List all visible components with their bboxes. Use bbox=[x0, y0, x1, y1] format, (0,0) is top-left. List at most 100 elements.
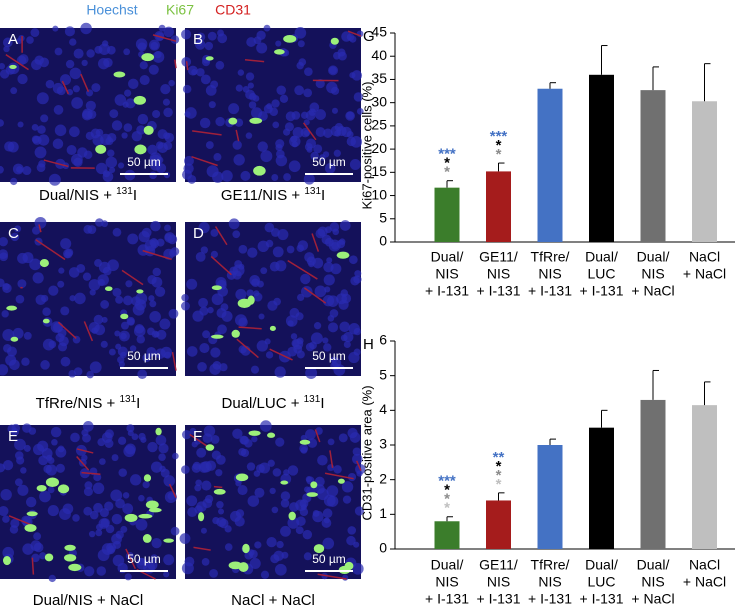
bar bbox=[692, 101, 717, 242]
nucleus bbox=[124, 89, 132, 97]
nucleus bbox=[50, 321, 63, 333]
nucleus bbox=[22, 166, 32, 176]
nucleus bbox=[272, 468, 282, 477]
nucleus bbox=[240, 170, 251, 181]
nucleus bbox=[217, 324, 227, 335]
nucleus bbox=[71, 97, 83, 109]
nucleus bbox=[163, 26, 175, 38]
nucleus bbox=[200, 527, 207, 534]
nucleus bbox=[55, 446, 67, 458]
nucleus bbox=[305, 367, 318, 379]
nucleus bbox=[163, 475, 176, 487]
nucleus bbox=[103, 57, 113, 68]
nucleus bbox=[321, 518, 332, 528]
nucleus bbox=[307, 438, 318, 448]
significance-mark: * bbox=[496, 146, 502, 163]
nucleus bbox=[202, 330, 211, 339]
nucleus bbox=[1, 310, 9, 318]
vessel bbox=[191, 155, 218, 167]
nucleus bbox=[354, 270, 362, 278]
nucleus bbox=[154, 286, 166, 297]
bar bbox=[486, 500, 511, 549]
nucleus bbox=[43, 464, 52, 474]
nucleus bbox=[47, 504, 59, 517]
nucleus bbox=[315, 127, 326, 137]
ki67-cell bbox=[249, 117, 263, 124]
nucleus bbox=[199, 343, 210, 354]
nucleus bbox=[69, 67, 82, 80]
y-axis-label: Ki67-positive cells (%) bbox=[359, 82, 374, 210]
ki67-cell bbox=[336, 251, 350, 259]
nucleus bbox=[146, 346, 157, 357]
caption-part: NaCl + NaCl bbox=[231, 592, 315, 609]
nucleus bbox=[221, 310, 233, 322]
nucleus bbox=[154, 51, 162, 59]
nucleus bbox=[258, 111, 268, 121]
nucleus bbox=[112, 554, 125, 567]
x-tick-label: + I-131 bbox=[528, 283, 572, 299]
x-tick-label: LUC bbox=[587, 266, 615, 282]
scale-label: 50 µm bbox=[312, 349, 346, 363]
nucleus bbox=[152, 109, 161, 119]
y-tick-label: 6 bbox=[379, 332, 387, 348]
ki67-cell bbox=[120, 313, 129, 320]
nucleus bbox=[354, 506, 365, 516]
x-tick-label: + NaCl bbox=[683, 266, 726, 282]
y-tick-label: 3 bbox=[379, 436, 387, 452]
nucleus bbox=[339, 220, 351, 231]
nucleus bbox=[196, 40, 203, 47]
nucleus bbox=[184, 155, 194, 166]
nucleus bbox=[205, 85, 217, 96]
nucleus bbox=[10, 177, 18, 186]
nucleus bbox=[2, 37, 13, 48]
vessel bbox=[43, 159, 69, 168]
nucleus bbox=[305, 476, 313, 483]
nucleus bbox=[0, 505, 9, 517]
nucleus bbox=[271, 174, 279, 181]
nucleus bbox=[160, 83, 171, 95]
nucleus bbox=[129, 345, 137, 352]
ki67-cell bbox=[283, 34, 297, 43]
nucleus bbox=[276, 540, 284, 549]
nucleus bbox=[151, 276, 163, 288]
nucleus bbox=[73, 157, 83, 167]
ki67-cell bbox=[68, 563, 82, 572]
vessel bbox=[83, 321, 94, 342]
nucleus bbox=[48, 574, 56, 583]
nucleus bbox=[348, 351, 360, 364]
nucleus bbox=[323, 128, 333, 138]
nucleus bbox=[356, 107, 364, 115]
nucleus bbox=[163, 554, 175, 566]
nucleus bbox=[322, 537, 335, 550]
x-tick-label: + I-131 bbox=[477, 591, 521, 607]
ki67-cell bbox=[9, 64, 17, 69]
nucleus bbox=[60, 356, 71, 367]
nucleus bbox=[105, 524, 115, 534]
nucleus bbox=[57, 280, 65, 288]
nucleus bbox=[253, 292, 263, 302]
nucleus bbox=[297, 40, 305, 48]
nucleus bbox=[351, 70, 363, 81]
ki67-cell bbox=[44, 553, 54, 562]
panel-letter: H bbox=[363, 336, 374, 353]
nucleus bbox=[186, 278, 198, 290]
nucleus bbox=[184, 556, 195, 567]
nucleus bbox=[251, 278, 260, 288]
nucleus bbox=[300, 434, 307, 442]
x-tick-label: Dual/ bbox=[637, 249, 670, 265]
vessel bbox=[57, 321, 77, 339]
nucleus bbox=[296, 516, 306, 527]
nucleus bbox=[17, 484, 29, 496]
nucleus bbox=[118, 361, 125, 368]
caption-part: 131 bbox=[119, 394, 136, 405]
nucleus bbox=[97, 278, 106, 287]
x-tick-label: NaCl bbox=[689, 249, 720, 265]
nucleus bbox=[310, 332, 323, 345]
nucleus bbox=[302, 529, 313, 540]
nucleus bbox=[247, 495, 260, 507]
nucleus bbox=[250, 365, 260, 374]
nucleus bbox=[276, 85, 287, 96]
nucleus bbox=[0, 119, 4, 127]
nucleus bbox=[309, 102, 320, 113]
vessel bbox=[35, 239, 66, 261]
